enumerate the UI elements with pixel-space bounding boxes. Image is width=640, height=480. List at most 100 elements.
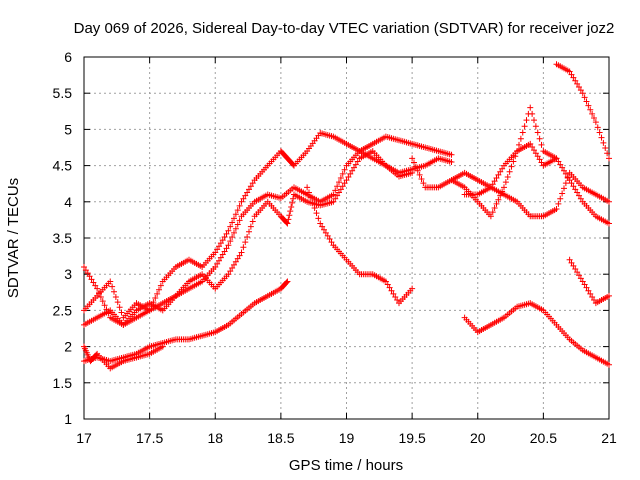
y-tick-label: 5.5 [53,85,73,101]
data-point [313,210,320,217]
data-point [579,90,586,97]
data-point [97,293,104,300]
data-point [339,170,346,177]
data-point [416,171,423,178]
series-track-d [81,278,291,365]
data-point [495,196,502,203]
data-point [576,83,582,90]
data-point [101,302,108,309]
data-point [536,156,543,163]
data-point [606,198,612,205]
data-point [382,278,389,285]
x-tick-label: 18 [207,430,223,446]
x-axis-label: GPS time / hours [289,457,403,474]
data-point [581,94,588,101]
data-point [519,129,526,136]
data-point [221,248,228,255]
y-tick-label: 5 [64,121,72,137]
data-point [538,141,545,148]
data-point [388,287,395,294]
grid [84,57,609,419]
data-point [562,180,569,187]
data-point [583,284,590,291]
data-point [283,219,290,226]
y-tick-label: 2.5 [53,302,73,318]
data-point [225,227,232,234]
data-point [448,158,455,165]
data-point [304,184,311,191]
data-point [598,134,605,141]
data-point [566,256,573,263]
data-point [566,68,573,75]
data-point [246,228,252,235]
y-tick-label: 3.5 [53,230,73,246]
data-point [574,80,581,87]
data-point [553,155,560,162]
data-point [219,237,226,244]
data-point [343,177,350,184]
data-point [501,184,507,191]
data-point [534,153,541,160]
data-point [287,208,294,215]
data-point [384,281,391,288]
data-point [236,202,243,209]
series-track-j [553,61,612,162]
data-point [585,287,592,294]
series-track-a [81,130,455,321]
data-point [317,220,324,227]
data-point [306,189,312,196]
data-point [332,187,339,194]
y-tick-label: 6 [64,49,72,65]
data-point [229,219,236,226]
data-point [561,185,567,192]
data-point [555,158,562,165]
data-point [289,199,296,206]
data-point [497,192,504,199]
data-point [337,186,344,193]
data-point [214,246,221,253]
data-point [448,151,455,158]
data-point [341,166,348,173]
data-point [559,190,566,197]
data-point [506,168,513,175]
y-tick-label: 1.5 [53,375,73,391]
data-point [81,263,87,270]
x-tick-label: 21 [601,430,617,446]
data-point [570,74,577,81]
data-point [531,117,537,124]
data-point [231,261,237,268]
data-point [229,233,236,240]
data-point [568,180,575,187]
data-point [96,289,102,296]
data-point [602,145,609,152]
data-point [216,243,222,250]
data-point [99,298,106,305]
series-track-l [461,140,560,198]
data-point [154,290,161,297]
data-point [557,195,564,202]
data-point [581,281,588,288]
data-point [159,343,166,350]
data-point [332,195,339,202]
data-point [574,189,581,196]
data-point [504,173,511,180]
data-point [420,180,427,187]
data-point [592,119,599,126]
data-point [538,159,545,166]
data-point [330,191,337,198]
data-point [499,188,506,195]
data-point [596,129,603,136]
y-tick-label: 2 [64,339,72,355]
data-point [411,159,417,166]
data-point [212,249,219,256]
data-point [508,163,515,170]
data-point [345,173,352,180]
x-tick-labels: 17 17.5 18 18.5 19 19.5 20 20.5 21 [76,430,617,446]
data-point [321,226,327,233]
data-point [227,223,234,230]
data-point [88,276,95,283]
data-point [288,203,295,210]
data-point [90,279,97,286]
x-tick-label: 17.5 [136,430,163,446]
